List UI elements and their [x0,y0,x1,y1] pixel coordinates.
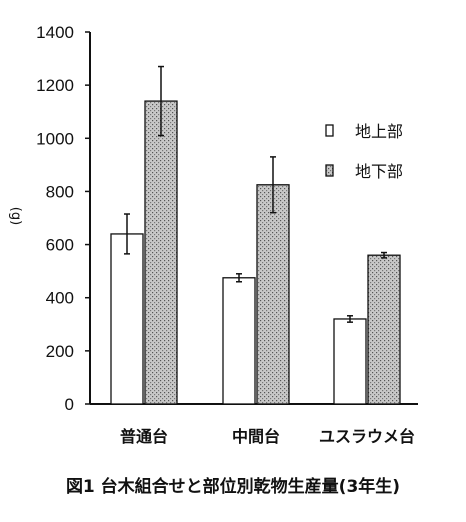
bar-below-ground [256,184,290,405]
y-tick-label: 200 [46,342,74,361]
y-tick-label: 400 [46,289,74,308]
category-label: 普通台 [120,427,168,446]
legend-swatch [325,124,334,137]
bar-below-ground [367,254,401,405]
bar-below-ground [144,100,178,405]
y-tick-label: 1000 [36,129,74,148]
y-axis-label: (g) [8,207,23,225]
bar-above-ground [222,277,256,405]
y-tick-label: 800 [46,182,74,201]
bar-above-ground [110,233,144,405]
chart-title: 図1 台木組合せと部位別乾物生産量(3年生) [65,477,401,497]
legend-label: 地上部 [355,122,403,141]
bar-above-ground [333,318,367,405]
y-tick-label: 1400 [36,23,74,42]
category-label: 中間台 [232,427,280,446]
legend-label: 地下部 [355,162,403,181]
category-label: ユスラウメ台 [319,427,415,446]
y-tick-label: 1200 [36,76,74,95]
y-tick-label: 600 [46,236,74,255]
y-tick-label: 0 [65,395,74,414]
legend-swatch [325,164,334,177]
